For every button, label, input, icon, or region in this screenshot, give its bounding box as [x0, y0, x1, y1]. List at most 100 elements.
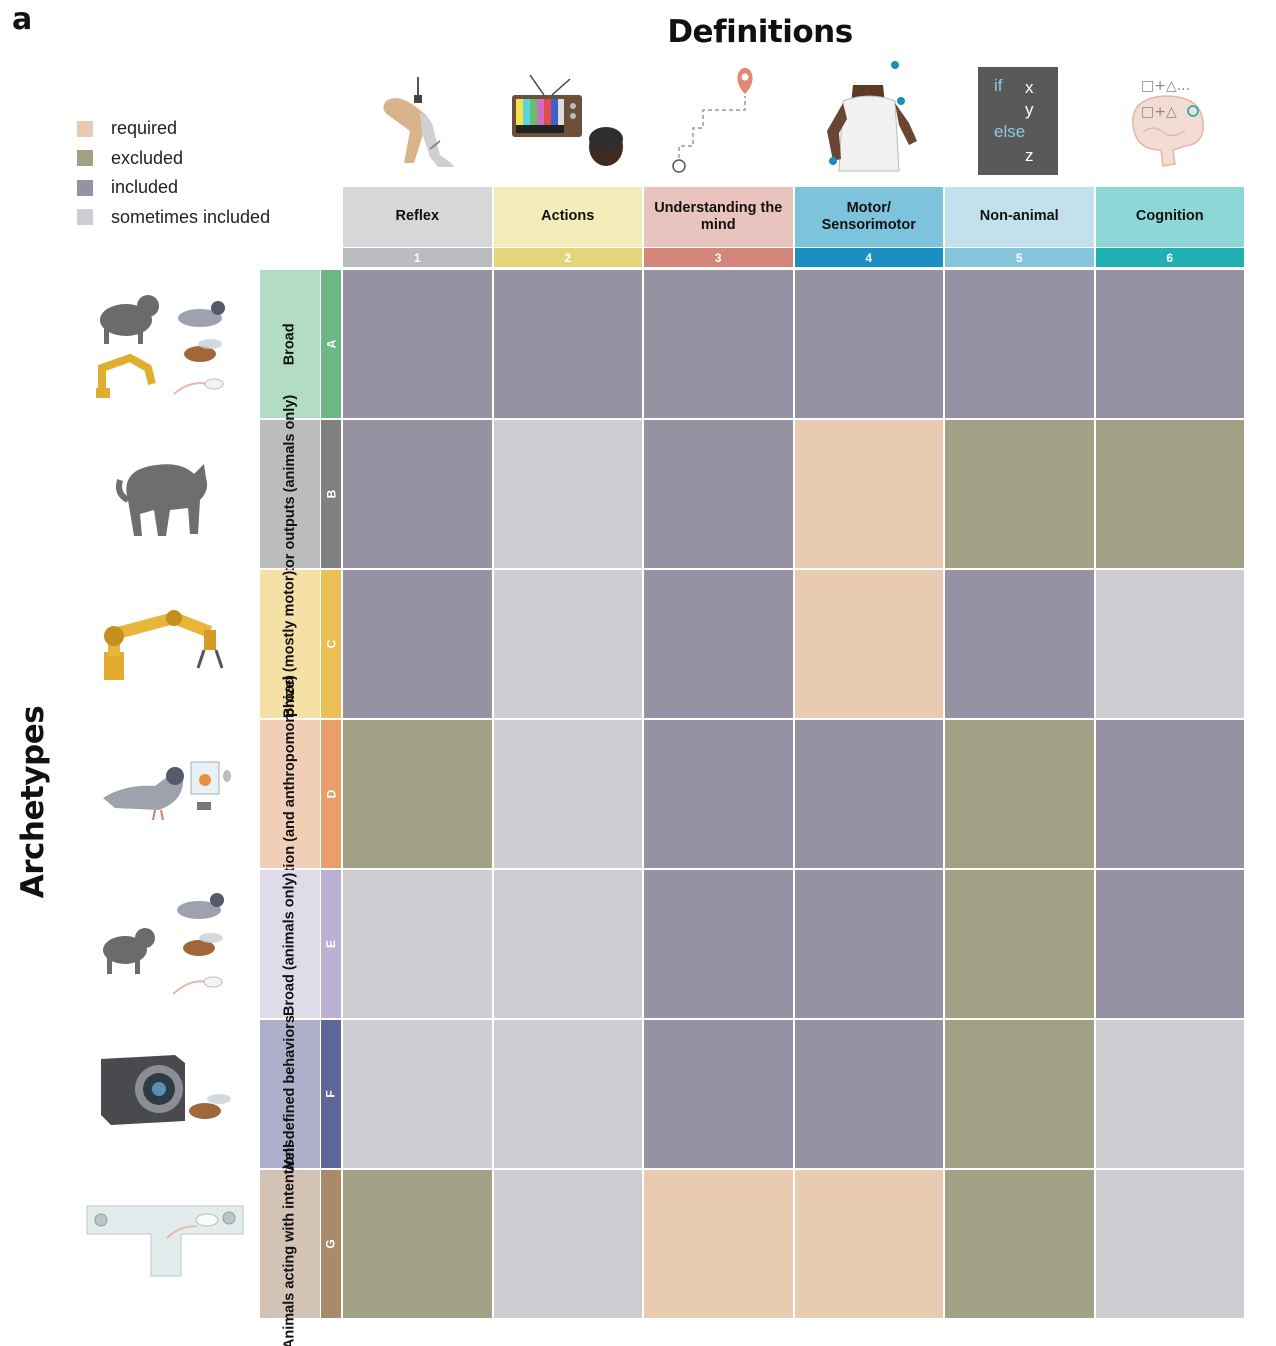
legend-swatch: [77, 120, 93, 137]
code-token: z: [1025, 146, 1034, 165]
cell-b5-excluded: [945, 420, 1094, 568]
cell-d6-included: [1095, 720, 1244, 868]
cell-d3-included: [644, 720, 793, 868]
row-letter-f: F: [321, 1020, 341, 1168]
row-letter-text: B: [323, 489, 338, 499]
column-header-reflex: Reflex: [343, 187, 492, 247]
legend-swatch: [77, 179, 93, 196]
cell-g6-sometimes: [1095, 1170, 1244, 1318]
code-token: x: [1025, 78, 1034, 97]
cell-f1-sometimes: [343, 1020, 492, 1168]
robot-arm-icon: [85, 570, 245, 718]
cell-c2-sometimes: [493, 570, 642, 718]
row-label-c: Broad (mostly motor): [260, 570, 320, 718]
column-header-motor-sensorimotor: Motor/ Sensorimotor: [794, 187, 943, 247]
brain-symbols-icon: □+△... □+△: [1093, 58, 1243, 184]
legend-swatch: [77, 150, 93, 167]
cell-f5-excluded: [945, 1020, 1094, 1168]
cell-c4-required: [794, 570, 943, 718]
code-token: else: [994, 122, 1025, 141]
row-label-text: Animals acting with intentions: [281, 1139, 298, 1346]
definition-icons: if x y else z □+△... □+△: [343, 58, 1246, 184]
cell-a4-included: [794, 270, 943, 418]
cell-a3-included: [644, 270, 793, 418]
code-token: y: [1025, 100, 1034, 119]
row-label-text: Motor outputs (animals only): [281, 394, 298, 594]
archetypes-title: Archetypes: [15, 705, 51, 899]
definitions-title: Definitions: [667, 14, 853, 50]
row-letter-text: D: [323, 789, 338, 799]
cell-g3-required: [644, 1170, 793, 1318]
path-to-goal-icon: [643, 58, 793, 184]
column-number: 5: [945, 248, 1094, 267]
row-label-a: Broad: [260, 270, 320, 418]
cell-c6-sometimes: [1095, 570, 1244, 718]
row-letter-text: A: [323, 339, 338, 349]
animals-and-robot-icon: [85, 270, 245, 418]
if-else-code-icon: if x y else z: [943, 58, 1093, 184]
cell-a1-included: [343, 270, 492, 418]
cell-d1-excluded: [343, 720, 492, 868]
cell-a5-included: [945, 270, 1094, 418]
legend-label: excluded: [111, 147, 184, 168]
cell-c3-included: [644, 570, 793, 718]
cell-e2-sometimes: [493, 870, 642, 1018]
brain-symbols-line1: □+△...: [1141, 78, 1190, 94]
legend-item-required: required: [77, 114, 270, 144]
cell-a6-included: [1095, 270, 1244, 418]
column-number: 4: [794, 248, 943, 267]
row-label-text: Broad: [281, 323, 298, 365]
legend: required excluded included sometimes inc…: [77, 114, 270, 232]
cell-f3-included: [644, 1020, 793, 1168]
cell-d2-sometimes: [493, 720, 642, 868]
legend-label: required: [111, 118, 178, 139]
television-viewer-icon: [493, 58, 643, 184]
row-letter-text: C: [323, 639, 338, 649]
cell-d5-excluded: [945, 720, 1094, 868]
cat-icon: [85, 420, 245, 568]
cell-e4-included: [794, 870, 943, 1018]
cell-b2-sometimes: [493, 420, 642, 568]
legend-item-excluded: excluded: [77, 144, 270, 174]
cell-b6-excluded: [1095, 420, 1244, 568]
column-header-understanding-the-mind: Understanding the mind: [644, 187, 793, 247]
cell-e3-included: [644, 870, 793, 1018]
code-token: if: [994, 76, 1003, 95]
knee-reflex-icon: [343, 58, 493, 184]
column-header-non-animal: Non-animal: [945, 187, 1094, 247]
row-label-d: Cognition (and anthropomorphize): [260, 675, 320, 913]
cell-a2-included: [493, 270, 642, 418]
row-letter-d: D: [321, 720, 341, 868]
brain-symbols-line2: □+△: [1141, 104, 1177, 120]
legend-swatch: [77, 209, 93, 226]
cell-c5-included: [945, 570, 1094, 718]
cell-f4-included: [794, 1020, 943, 1168]
row-letter-a: A: [321, 270, 341, 418]
legend-label: sometimes included: [111, 206, 271, 227]
column-number: 1: [343, 248, 492, 267]
legend-label: included: [111, 177, 179, 198]
row-label-f: Well-defined behaviors: [260, 1015, 320, 1173]
row-letter-b: B: [321, 420, 341, 568]
panel-letter: a: [12, 2, 33, 37]
row-letter-text: E: [323, 939, 338, 949]
row-label-g: Animals acting with intentions: [260, 1139, 320, 1346]
cell-f6-sometimes: [1095, 1020, 1244, 1168]
cell-g4-required: [794, 1170, 943, 1318]
row-letter-e: E: [321, 870, 341, 1018]
cell-f2-sometimes: [493, 1020, 642, 1168]
cell-d4-included: [794, 720, 943, 868]
row-label-text: Broad (animals only): [281, 872, 298, 1016]
person-reaching-icon: [793, 58, 943, 184]
cell-g5-excluded: [945, 1170, 1094, 1318]
column-number: 3: [644, 248, 793, 267]
camera-fly-icon: [85, 1020, 245, 1168]
row-label-b: Motor outputs (animals only): [260, 395, 320, 593]
cell-g2-sometimes: [493, 1170, 642, 1318]
row-letter-g: G: [321, 1170, 341, 1318]
cell-b4-required: [794, 420, 943, 568]
row-letter-text: G: [324, 1239, 338, 1249]
cell-b1-included: [343, 420, 492, 568]
cell-b3-included: [644, 420, 793, 568]
column-number: 6: [1095, 248, 1244, 267]
